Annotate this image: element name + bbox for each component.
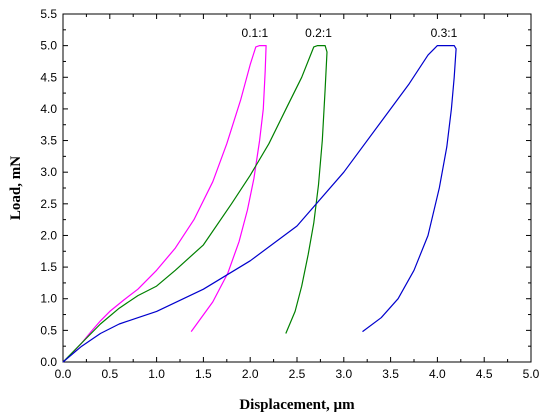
y-tick-label: 3.5 xyxy=(40,134,57,148)
x-axis-title: Displacement, µm xyxy=(239,397,355,413)
series-line-0-2-1 xyxy=(62,44,328,363)
y-tick-label: 2.5 xyxy=(40,197,57,211)
y-axis-title: Load, mN xyxy=(8,156,24,220)
y-tick-label: 3.0 xyxy=(40,165,57,179)
y-tick-label: 5.0 xyxy=(40,39,57,53)
y-tick-label: 0.0 xyxy=(40,355,57,369)
x-tick-label: 1.0 xyxy=(148,367,165,381)
axis-ticks xyxy=(62,13,532,363)
y-tick-label: 1.5 xyxy=(40,260,57,274)
x-tick-label: 3.5 xyxy=(382,367,399,381)
x-tick-label: 4.0 xyxy=(429,367,446,381)
x-tick-label: 0.0 xyxy=(55,367,72,381)
y-tick-label: 1.0 xyxy=(40,292,57,306)
y-tick-label: 4.0 xyxy=(40,102,57,116)
y-tick-label: 4.5 xyxy=(40,70,57,84)
x-tick-label: 0.5 xyxy=(101,367,118,381)
x-tick-label: 4.5 xyxy=(476,367,493,381)
x-tick-label: 2.5 xyxy=(289,367,306,381)
series-group xyxy=(62,44,457,363)
y-tick-label: 5.5 xyxy=(40,7,57,21)
series-annotation: 0.1:1 xyxy=(242,26,269,40)
x-tick-label: 5.0 xyxy=(523,367,540,381)
x-tick-label: 2.0 xyxy=(242,367,259,381)
x-tick-label: 3.0 xyxy=(335,367,352,381)
y-tick-label: 2.0 xyxy=(40,228,57,242)
plot-frame xyxy=(62,13,532,363)
series-annotation: 0.2:1 xyxy=(305,26,332,40)
y-tick-label: 0.5 xyxy=(40,323,57,337)
series-annotation: 0.3:1 xyxy=(431,26,458,40)
series-line-0-3-1 xyxy=(62,44,457,363)
series-line-0-1-1 xyxy=(62,44,267,363)
annotations: 0.1:1 0.2:1 0.3:1 xyxy=(242,26,458,40)
x-tick-label: 1.5 xyxy=(195,367,212,381)
tick-labels: 0.0 0.5 1.0 1.5 2.0 2.5 3.0 3.5 4.0 4.5 5.0 0.0 0.5 1… xyxy=(40,7,539,381)
